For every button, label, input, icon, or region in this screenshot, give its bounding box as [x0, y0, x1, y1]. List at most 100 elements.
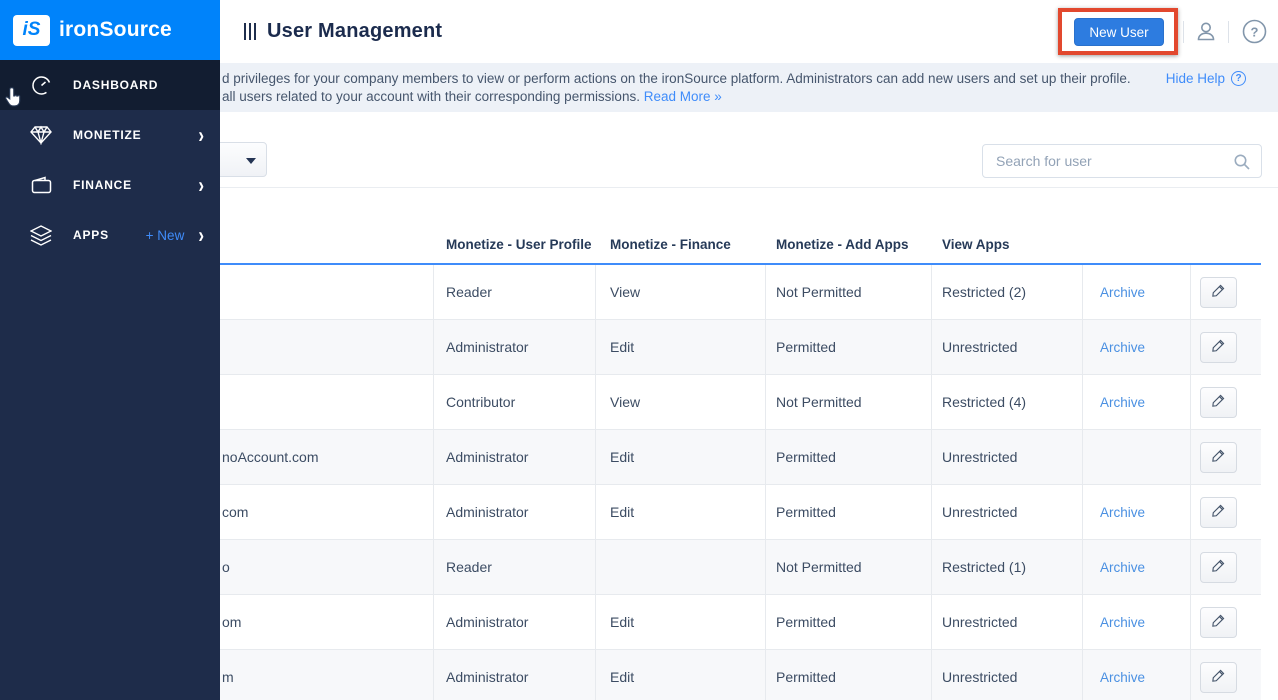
gem-icon [30, 125, 52, 145]
edit-user-button[interactable] [1200, 496, 1237, 528]
user-email-cell: com [0, 485, 434, 539]
view-apps-cell: Restricted (1) [932, 540, 1083, 594]
edit-user-button[interactable] [1200, 386, 1237, 418]
mouse-cursor-hand [3, 86, 23, 113]
edit-cell [1191, 265, 1261, 319]
logo-bar[interactable]: iS ironSource [0, 0, 220, 60]
edit-user-button[interactable] [1200, 441, 1237, 473]
archive-cell: Archive [1083, 485, 1191, 539]
monetize-finance-cell: Edit [596, 320, 766, 374]
monetize-add-apps-cell: Not Permitted [766, 265, 932, 319]
edit-user-button[interactable] [1200, 331, 1237, 363]
sidebar-item-monetize[interactable]: MONETIZE › [0, 110, 220, 160]
col-header-user-profile: Monetize - User Profile [446, 236, 592, 252]
chevron-right-icon: › [198, 222, 204, 248]
monetize-add-apps-cell: Permitted [766, 320, 932, 374]
monetize-user-profile-cell: Administrator [434, 320, 596, 374]
archive-link[interactable]: Archive [1100, 669, 1146, 685]
col-header-finance: Monetize - Finance [610, 236, 731, 252]
search-box [982, 144, 1262, 178]
archive-cell: Archive [1083, 540, 1191, 594]
section-divider [220, 187, 1278, 188]
sidebar: iS ironSource DASHBOARD MONETIZE › FINAN… [0, 0, 220, 700]
edit-user-button[interactable] [1200, 551, 1237, 583]
archive-link[interactable]: Archive [1100, 394, 1146, 410]
ironsource-logo-icon: iS [13, 14, 50, 46]
ironsource-logo-text: ironSource [59, 18, 172, 41]
archive-cell: Archive [1083, 320, 1191, 374]
view-apps-cell: Unrestricted [932, 320, 1083, 374]
header-divider [1183, 21, 1184, 43]
monetize-user-profile-cell: Administrator [434, 485, 596, 539]
monetize-user-profile-cell: Contributor [434, 375, 596, 429]
monetize-user-profile-cell: Administrator [434, 595, 596, 649]
edit-cell [1191, 540, 1261, 594]
view-apps-cell: Unrestricted [932, 595, 1083, 649]
read-more-link[interactable]: Read More » [643, 88, 722, 104]
monetize-add-apps-cell: Not Permitted [766, 375, 932, 429]
pencil-icon [1211, 338, 1226, 356]
sidebar-item-label: APPS [73, 228, 109, 242]
pencil-icon [1211, 503, 1226, 521]
apps-new-link[interactable]: + New [145, 227, 185, 243]
archive-link[interactable]: Archive [1100, 614, 1146, 630]
archive-cell [1083, 430, 1191, 484]
user-email-cell [0, 265, 434, 319]
sidebar-item-finance[interactable]: FINANCE › [0, 160, 220, 210]
edit-user-button[interactable] [1200, 276, 1237, 308]
monetize-add-apps-cell: Permitted [766, 485, 932, 539]
edit-cell [1191, 485, 1261, 539]
view-apps-cell: Unrestricted [932, 485, 1083, 539]
user-account-icon[interactable] [1194, 19, 1218, 48]
monetize-finance-cell: View [596, 265, 766, 319]
pencil-icon [1211, 558, 1226, 576]
pencil-icon [1211, 393, 1226, 411]
sidebar-item-label: DASHBOARD [73, 78, 159, 92]
user-email-cell: o [0, 540, 434, 594]
chevron-right-icon: › [198, 122, 204, 148]
table-header-row: Monetize - User Profile Monetize - Finan… [0, 225, 1261, 265]
edit-user-button[interactable] [1200, 606, 1237, 638]
chevron-right-icon: › [198, 172, 204, 198]
edit-cell [1191, 375, 1261, 429]
header-divider [1228, 21, 1229, 43]
archive-link[interactable]: Archive [1100, 504, 1146, 520]
monetize-finance-cell: View [596, 375, 766, 429]
pencil-icon [1211, 283, 1226, 301]
archive-link[interactable]: Archive [1100, 284, 1146, 300]
view-apps-cell: Unrestricted [932, 650, 1083, 700]
svg-text:?: ? [1251, 25, 1259, 40]
col-header-add-apps: Monetize - Add Apps [776, 236, 909, 252]
archive-cell: Archive [1083, 375, 1191, 429]
edit-cell [1191, 430, 1261, 484]
monetize-add-apps-cell: Permitted [766, 430, 932, 484]
archive-link[interactable]: Archive [1100, 339, 1146, 355]
monetize-finance-cell [596, 540, 766, 594]
pencil-icon [1211, 668, 1226, 686]
help-banner-text: d privileges for your company members to… [222, 70, 1131, 105]
monetize-add-apps-cell: Not Permitted [766, 540, 932, 594]
hide-help-label: Hide Help [1165, 71, 1225, 86]
monetize-user-profile-cell: Reader [434, 265, 596, 319]
help-banner-line2: all users related to your account with t… [222, 88, 640, 104]
view-apps-cell: Restricted (4) [932, 375, 1083, 429]
archive-cell: Archive [1083, 650, 1191, 700]
sidebar-item-apps[interactable]: APPS + New › [0, 210, 220, 260]
sidebar-item-dashboard[interactable]: DASHBOARD [0, 60, 220, 110]
user-email-cell: noAccount.com [0, 430, 434, 484]
user-email-cell [0, 375, 434, 429]
new-user-button[interactable]: New User [1074, 18, 1164, 46]
help-banner-line1: d privileges for your company members to… [222, 71, 1131, 86]
user-email-cell: om [0, 595, 434, 649]
help-icon[interactable]: ? [1242, 19, 1267, 49]
archive-cell: Archive [1083, 595, 1191, 649]
edit-user-button[interactable] [1200, 661, 1237, 693]
pencil-icon [1211, 448, 1226, 466]
edit-cell [1191, 650, 1261, 700]
archive-link[interactable]: Archive [1100, 559, 1146, 575]
hide-help-link[interactable]: Hide Help ? [1166, 71, 1246, 86]
search-icon[interactable] [1233, 153, 1251, 176]
search-input[interactable] [996, 146, 1226, 176]
edit-cell [1191, 320, 1261, 374]
monetize-finance-cell: Edit [596, 650, 766, 700]
